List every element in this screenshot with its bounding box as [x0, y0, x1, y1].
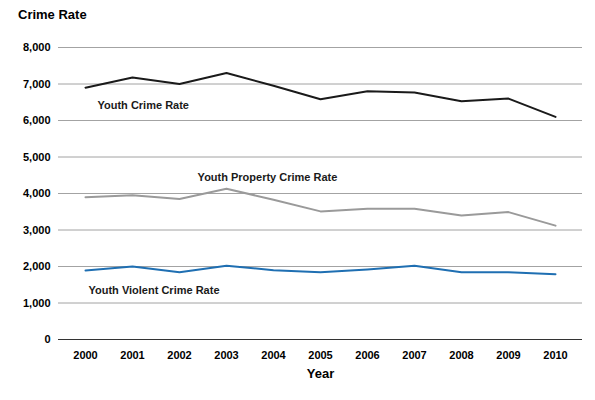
svg-text:2007: 2007 — [402, 349, 426, 361]
svg-text:2010: 2010 — [543, 349, 567, 361]
svg-text:7,000: 7,000 — [23, 78, 51, 90]
svg-text:8,000: 8,000 — [23, 41, 51, 53]
html-text:Crime Rate: Crime Rate — [18, 7, 87, 22]
svg-text:2006: 2006 — [355, 349, 379, 361]
svg-text:2,000: 2,000 — [23, 260, 51, 272]
svg-text:5,000: 5,000 — [23, 151, 51, 163]
svg-text:2000: 2000 — [73, 349, 97, 361]
svg-text:2002: 2002 — [167, 349, 191, 361]
svg-text:3,000: 3,000 — [23, 224, 51, 236]
svg-text:2005: 2005 — [308, 349, 332, 361]
svg-text:2009: 2009 — [496, 349, 520, 361]
svg-text:2004: 2004 — [261, 349, 286, 361]
svg-text:0: 0 — [44, 333, 50, 345]
svg-text:Youth Property Crime Rate: Youth Property Crime Rate — [198, 171, 338, 183]
svg-text:Year: Year — [307, 366, 334, 381]
svg-text:2001: 2001 — [120, 349, 144, 361]
svg-text:4,000: 4,000 — [23, 187, 51, 199]
svg-text:6,000: 6,000 — [23, 114, 51, 126]
svg-text:1,000: 1,000 — [23, 297, 51, 309]
svg-text:2008: 2008 — [449, 349, 473, 361]
svg-text:Youth Violent Crime Rate: Youth Violent Crime Rate — [89, 284, 220, 296]
svg-text:Youth Crime Rate: Youth Crime Rate — [98, 99, 189, 111]
svg-text:2003: 2003 — [214, 349, 238, 361]
